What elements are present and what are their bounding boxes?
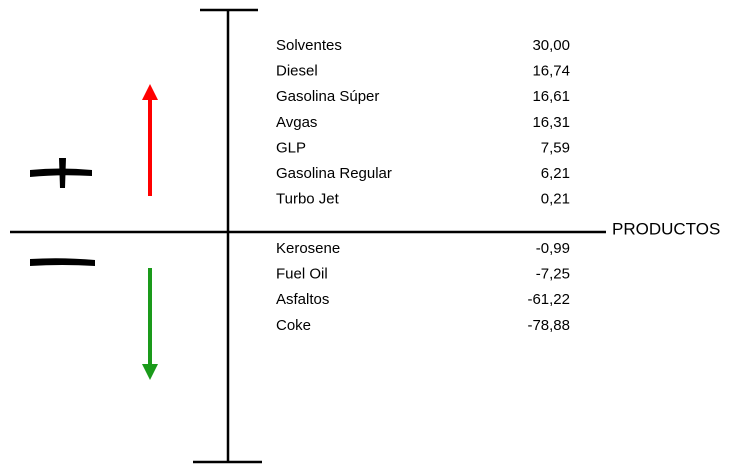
plus-sign <box>30 158 92 188</box>
product-name: Fuel Oil <box>276 266 328 283</box>
product-name: Turbo Jet <box>276 191 340 208</box>
product-name: Solventes <box>276 37 342 54</box>
product-value: 16,61 <box>532 88 570 105</box>
product-name: Asfaltos <box>276 291 329 308</box>
minus-sign <box>30 258 95 266</box>
axes <box>10 8 606 464</box>
product-value: -78,88 <box>527 317 570 334</box>
axis-label: PRODUCTOS <box>612 219 720 238</box>
product-value: 7,59 <box>541 139 570 156</box>
product-value: -7,25 <box>536 266 570 283</box>
product-name: Avgas <box>276 114 317 131</box>
product-name: Coke <box>276 317 311 334</box>
product-value: -61,22 <box>527 291 570 308</box>
product-value: -0,99 <box>536 240 570 257</box>
product-name: GLP <box>276 139 306 156</box>
product-value: 30,00 <box>532 37 570 54</box>
product-value: 6,21 <box>541 165 570 182</box>
product-value: 0,21 <box>541 191 570 208</box>
product-name: Kerosene <box>276 240 340 257</box>
product-name: Diesel <box>276 63 318 80</box>
product-name: Gasolina Regular <box>276 165 392 182</box>
product-name: Gasolina Súper <box>276 88 379 105</box>
product-value: 16,74 <box>532 63 570 80</box>
product-value: 16,31 <box>532 114 570 131</box>
